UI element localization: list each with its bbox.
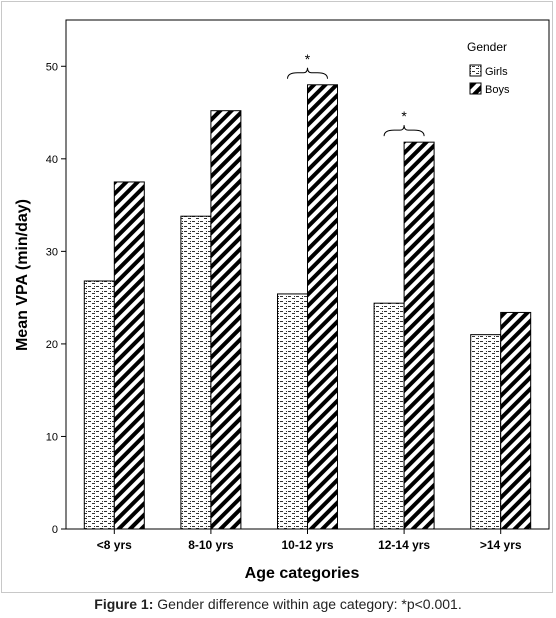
legend-label-girls: Girls: [485, 66, 508, 78]
y-tick-label-50: 50: [46, 61, 58, 73]
bar-girls-8-yrs: [83, 280, 115, 530]
x-axis: <8 yrs 8-10 yrs 10-12 yrs 12-14 yrs >14 yrs: [97, 529, 522, 552]
bars-layer: [83, 84, 532, 530]
bar-girls-10-12-yrs: [277, 293, 308, 530]
bar-girls-14-yrs: [470, 334, 502, 530]
figure-caption: Figure 1: Gender difference within age c…: [0, 596, 556, 612]
bar-boys-8-10-yrs: [210, 110, 242, 530]
bar-boys-14-yrs: [500, 311, 532, 530]
legend-label-boys: Boys: [485, 84, 510, 96]
significance-bracket-12-14-yrs: [383, 125, 425, 137]
y-tick-label-30: 30: [46, 246, 58, 258]
x-axis-label: Age categories: [245, 565, 360, 582]
bar-girls-12-14-yrs: [373, 302, 405, 530]
bar-girls-8-10-yrs: [180, 215, 212, 530]
bar-boys-8-yrs: [113, 181, 145, 530]
y-tick-label-10: 10: [46, 431, 58, 443]
bar-boys-12-14-yrs: [403, 141, 435, 530]
x-tick-label-14-yrs: >14 yrs: [480, 538, 522, 552]
caption-text: Gender difference within age category: *…: [157, 596, 462, 612]
legend-swatch-boys: [469, 82, 482, 95]
legend-title: Gender: [467, 40, 507, 54]
legend: Gender Girls Boys: [467, 40, 510, 96]
x-tick-label-10-12-yrs: 10-12 yrs: [281, 538, 333, 552]
x-tick-label-12-14-yrs: 12-14 yrs: [378, 538, 430, 552]
legend-swatch-girls: [469, 64, 482, 77]
y-tick-label-20: 20: [46, 339, 58, 351]
significance-star-12-14-yrs: *: [401, 108, 407, 124]
significance-star-10-12-yrs: *: [305, 51, 311, 67]
x-tick-label-8-yrs: <8 yrs: [97, 538, 132, 552]
x-tick-label-8-10-yrs: 8-10 yrs: [188, 538, 234, 552]
y-axis: 0 10 20 30 40 50: [46, 61, 66, 536]
bar-chart: 0 10 20 30 40 50 <8 yrs 8-10 yrs 10-12 yrs 12-14…: [14, 19, 550, 582]
y-tick-label-40: 40: [46, 154, 58, 166]
y-axis-label: Mean VPA (min/day): [14, 199, 31, 351]
y-tick-label-0: 0: [52, 524, 58, 536]
caption-label: Figure 1:: [94, 596, 154, 612]
bar-boys-10-12-yrs: [307, 84, 338, 530]
